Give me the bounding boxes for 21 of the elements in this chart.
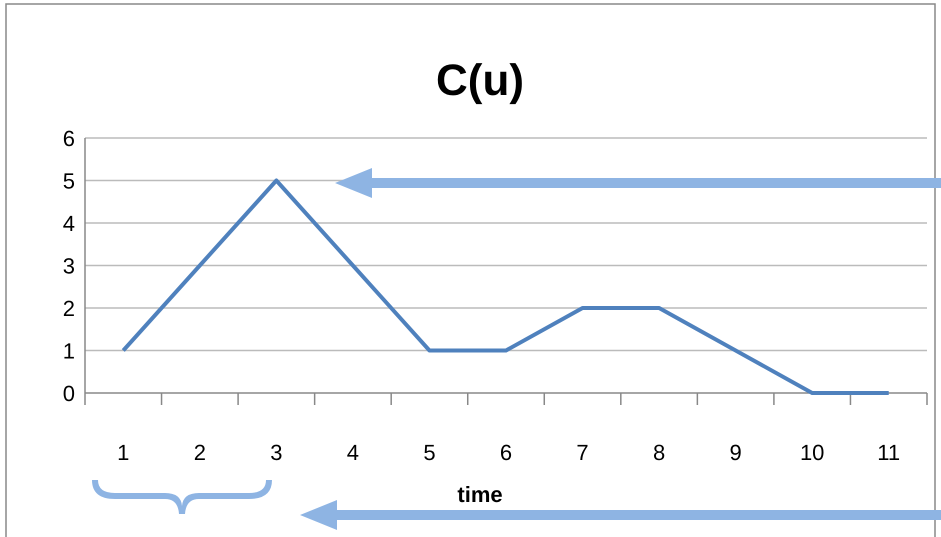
x-tick-label: 10 xyxy=(800,440,824,465)
x-tick-label: 4 xyxy=(346,440,360,465)
y-tick-label: 4 xyxy=(62,211,75,236)
y-tick-label: 6 xyxy=(62,126,75,151)
y-tick-label: 5 xyxy=(62,168,75,194)
y-tick-label: 3 xyxy=(62,254,75,278)
line-series xyxy=(121,178,891,395)
x-tick-label: 2 xyxy=(194,440,206,465)
x-tick-label: 7 xyxy=(576,440,589,465)
x-tick-label: 11 xyxy=(877,440,900,465)
y-tick-label: 2 xyxy=(62,296,75,321)
y-tick-label: 1 xyxy=(62,338,75,364)
x-axis-title: time xyxy=(457,482,503,507)
x-tick-label: 9 xyxy=(730,440,742,465)
y-tick-label: 0 xyxy=(62,381,75,406)
x-tick-label: 3 xyxy=(270,440,282,465)
chart-title: C(u) xyxy=(436,56,524,105)
x-tick-label: 1 xyxy=(117,440,130,465)
x-tick-label: 5 xyxy=(423,440,436,465)
x-tick-label: 8 xyxy=(652,440,666,465)
x-tick-label: 6 xyxy=(500,440,512,465)
